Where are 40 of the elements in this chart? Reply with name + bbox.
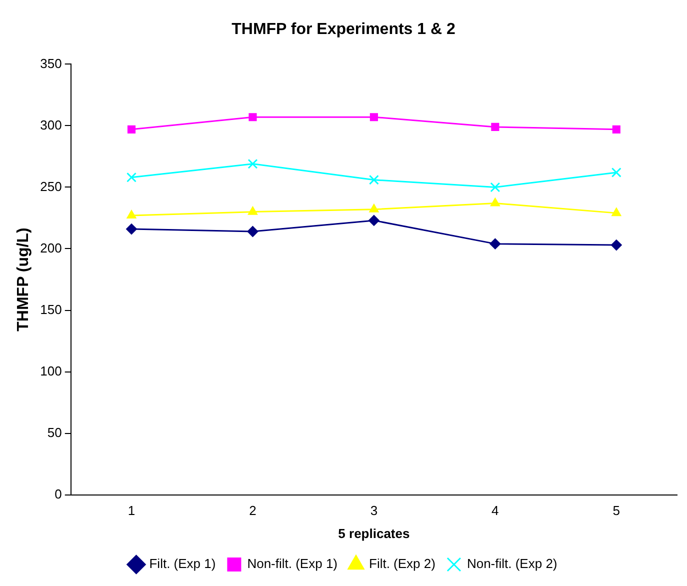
- legend-label: Filt. (Exp 2): [369, 556, 436, 572]
- legend-label: Filt. (Exp 1): [149, 556, 216, 572]
- chart-title: THMFP for Experiments 1 & 2: [232, 21, 456, 38]
- y-tick-label: 200: [40, 240, 62, 256]
- y-tick-label: 300: [40, 117, 62, 132]
- point: [248, 113, 257, 122]
- point: [248, 206, 258, 215]
- x-tick-label: 1: [128, 503, 136, 518]
- point: [368, 174, 379, 185]
- point: [611, 167, 622, 178]
- point: [126, 172, 136, 182]
- point: [490, 182, 500, 192]
- point: [247, 226, 258, 238]
- point: [126, 210, 136, 219]
- point: [369, 204, 379, 212]
- x-tick-label: 4: [492, 503, 499, 518]
- point: [490, 238, 501, 250]
- legend-label: Non-filt. (Exp 2): [466, 556, 558, 572]
- y-axis-title: THMFP (ug/L): [15, 228, 32, 332]
- point: [368, 214, 380, 226]
- point: [610, 240, 622, 251]
- x-tick-label: 2: [249, 503, 256, 518]
- y-tick-label: 350: [40, 56, 62, 71]
- y-tick-label: 100: [40, 363, 62, 378]
- x-tick-label: 5: [612, 503, 620, 518]
- legend-label: Non-filt. (Exp 1): [247, 556, 338, 572]
- point: [612, 208, 622, 216]
- point: [126, 224, 137, 235]
- y-tick-label: 50: [47, 424, 62, 440]
- x-axis-title: 5 replicates: [338, 526, 410, 541]
- point: [491, 122, 500, 131]
- y-tick-label: 0: [54, 486, 62, 502]
- point: [248, 158, 258, 169]
- y-tick-label: 250: [40, 178, 62, 194]
- x-tick-label: 3: [370, 503, 378, 518]
- point: [127, 125, 136, 134]
- point: [612, 125, 620, 134]
- point: [490, 198, 500, 206]
- y-tick-label: 150: [40, 302, 62, 317]
- point: [370, 113, 378, 122]
